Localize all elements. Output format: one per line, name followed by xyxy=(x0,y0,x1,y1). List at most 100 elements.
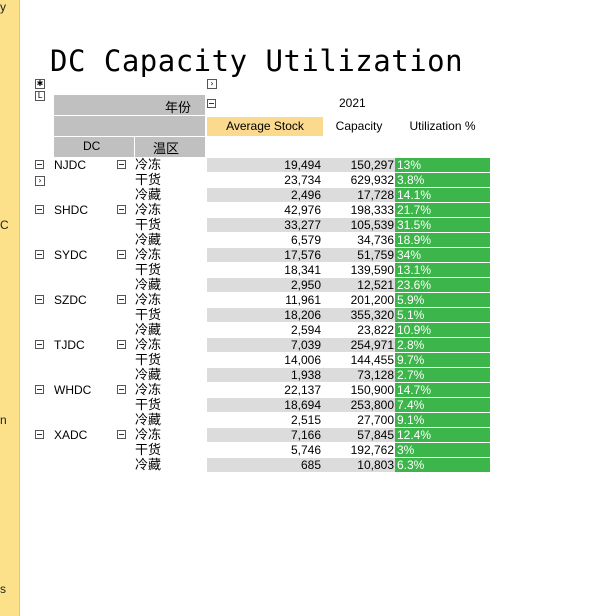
side-panel-label: C xyxy=(0,218,9,232)
table-row: WHDC 冷冻 22,137 150,900 14.7% xyxy=(0,383,601,397)
capacity-cell: 150,900 xyxy=(350,383,394,397)
capacity-cell: 198,333 xyxy=(350,203,394,217)
temp-zone-cell[interactable]: 干货 xyxy=(135,172,162,187)
temp-zone-collapse-icon[interactable] xyxy=(117,160,126,169)
dc-collapse-icon[interactable] xyxy=(35,340,44,349)
average-stock-cell: 19,494 xyxy=(207,158,323,172)
table-row: 冷藏 1,938 73,128 2.7% xyxy=(0,368,601,382)
temp-zone-collapse-icon[interactable] xyxy=(117,430,126,439)
utilization-cell: 13.1% xyxy=(395,263,490,277)
dc-cell[interactable]: TJDC xyxy=(54,338,85,352)
year-header-cell xyxy=(54,95,205,115)
temp-zone-cell[interactable]: 干货 xyxy=(135,352,162,367)
dc-cell[interactable] xyxy=(54,443,109,457)
dc-cell[interactable]: SHDC xyxy=(54,203,89,217)
temp-zone-cell[interactable]: 冷藏 xyxy=(135,232,162,247)
table-row: 干货 18,694 253,800 7.4% xyxy=(0,398,601,412)
temp-zone-cell[interactable]: 干货 xyxy=(135,262,162,277)
temp-zone-cell[interactable]: 冷冻 xyxy=(135,247,162,262)
temp-zone-cell[interactable]: 冷冻 xyxy=(135,337,162,352)
temp-zone-cell[interactable]: 冷冻 xyxy=(135,157,162,172)
dc-field-label: DC xyxy=(83,139,101,153)
utilization-cell: 9.7% xyxy=(395,353,490,367)
dc-collapse-icon[interactable] xyxy=(35,160,44,169)
temp-zone-collapse-icon[interactable] xyxy=(117,340,126,349)
average-stock-cell: 5,746 xyxy=(290,443,321,457)
temp-zone-cell[interactable]: 冷冻 xyxy=(135,427,162,442)
dc-cell[interactable] xyxy=(54,398,109,412)
dc-cell[interactable] xyxy=(54,323,109,337)
utilization-cell: 34% xyxy=(395,248,490,262)
dc-cell[interactable] xyxy=(54,218,109,232)
dc-cell[interactable] xyxy=(54,263,109,277)
dc-cell[interactable] xyxy=(54,368,109,382)
measure-header-average-stock[interactable]: Average Stock xyxy=(207,117,323,136)
side-panel-label: y xyxy=(0,0,6,14)
dc-cell[interactable]: SYDC xyxy=(54,248,88,262)
utilization-cell: 23.6% xyxy=(395,278,490,292)
temp-zone-cell[interactable]: 干货 xyxy=(135,307,162,322)
capacity-cell: 144,455 xyxy=(350,353,394,367)
temp-zone-cell[interactable]: 干货 xyxy=(135,442,162,457)
side-panel: y C n s xyxy=(0,0,20,616)
temp-zone-cell[interactable]: 冷藏 xyxy=(135,412,162,427)
year-collapse-icon[interactable] xyxy=(207,99,216,108)
dc-collapse-icon[interactable] xyxy=(35,430,44,439)
dc-cell[interactable] xyxy=(54,188,109,202)
temp-zone-cell[interactable]: 冷冻 xyxy=(135,382,162,397)
dc-cell[interactable] xyxy=(54,278,109,292)
utilization-cell: 14.7% xyxy=(395,383,490,397)
temp-zone-cell[interactable]: 冷藏 xyxy=(135,367,162,382)
dc-cell[interactable]: XADC xyxy=(54,428,88,442)
capacity-cell: 23,822 xyxy=(357,323,394,337)
dc-cell[interactable] xyxy=(54,413,109,427)
dc-cell[interactable] xyxy=(54,353,109,367)
utilization-cell: 12.4% xyxy=(395,428,490,442)
capacity-cell: 105,539 xyxy=(323,218,395,232)
utilization-cell: 14.1% xyxy=(395,188,490,202)
dc-cell[interactable] xyxy=(54,173,109,187)
page-title: DC Capacity Utilization xyxy=(50,44,464,78)
drill-down-icon[interactable]: › xyxy=(35,176,45,186)
measure-header-utilization[interactable]: Utilization % xyxy=(409,119,476,133)
measure-header-capacity[interactable]: Capacity xyxy=(335,119,383,133)
temp-zone-collapse-icon[interactable] xyxy=(117,250,126,259)
temp-zone-cell[interactable]: 冷冻 xyxy=(135,202,162,217)
dc-cell[interactable] xyxy=(54,458,109,472)
dc-cell[interactable]: WHDC xyxy=(54,383,92,397)
expand-all-icon[interactable]: ✱ xyxy=(35,79,45,89)
year-field-label: 年份 xyxy=(165,100,192,115)
average-stock-cell: 33,277 xyxy=(207,218,323,232)
dc-collapse-icon[interactable] xyxy=(35,250,44,259)
dc-collapse-icon[interactable] xyxy=(35,385,44,394)
temp-zone-cell[interactable]: 冷藏 xyxy=(135,322,162,337)
dc-cell[interactable]: SZDC xyxy=(54,293,87,307)
temp-zone-cell[interactable]: 冷藏 xyxy=(135,457,162,472)
dc-cell[interactable]: NJDC xyxy=(54,158,86,172)
temp-zone-cell[interactable]: 干货 xyxy=(135,397,162,412)
side-panel-label: s xyxy=(0,582,6,596)
dc-collapse-icon[interactable] xyxy=(35,205,44,214)
temp-zone-cell[interactable]: 冷冻 xyxy=(135,292,162,307)
temp-zone-collapse-icon[interactable] xyxy=(117,295,126,304)
utilization-cell: 2.7% xyxy=(395,368,490,382)
table-row: 干货 5,746 192,762 3% xyxy=(0,443,601,457)
temp-zone-field-header[interactable] xyxy=(135,137,205,157)
table-row: 冷藏 2,515 27,700 9.1% xyxy=(0,413,601,427)
expand-column-icon[interactable]: › xyxy=(207,79,217,89)
average-stock-cell: 2,950 xyxy=(207,278,323,292)
temp-zone-cell[interactable]: 干货 xyxy=(135,217,162,232)
utilization-cell: 9.1% xyxy=(395,413,490,427)
temp-zone-cell[interactable]: 冷藏 xyxy=(135,277,162,292)
dc-cell[interactable] xyxy=(54,233,109,247)
utilization-cell: 31.5% xyxy=(395,218,490,232)
utilization-cell: 5.9% xyxy=(395,293,490,307)
temp-zone-cell[interactable]: 冷藏 xyxy=(135,187,162,202)
temp-zone-collapse-icon[interactable] xyxy=(117,385,126,394)
dc-cell[interactable] xyxy=(54,308,109,322)
layout-toggle-icon[interactable]: L xyxy=(35,91,45,101)
dc-field-header[interactable] xyxy=(54,137,134,157)
dc-collapse-icon[interactable] xyxy=(35,295,44,304)
capacity-cell: 17,728 xyxy=(323,188,395,202)
temp-zone-collapse-icon[interactable] xyxy=(117,205,126,214)
